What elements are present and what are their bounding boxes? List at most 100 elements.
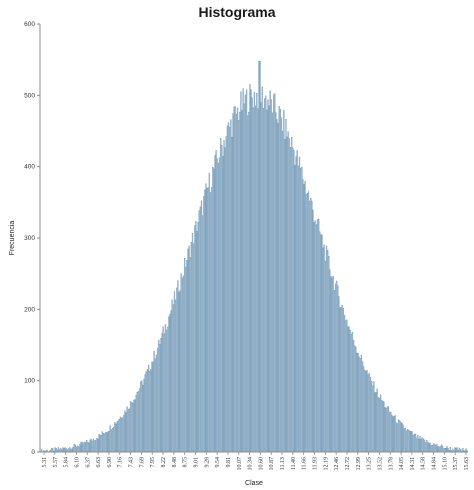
histogram-bar [202, 215, 204, 453]
histogram-bar [187, 248, 189, 453]
histogram-bar [268, 105, 270, 453]
histogram-bar [304, 181, 306, 453]
histogram-bar [87, 441, 89, 453]
histogram-bar [289, 147, 292, 453]
histogram-bar [441, 445, 444, 453]
histogram-bar [331, 277, 333, 453]
histogram-bar [98, 434, 100, 453]
histogram-bar [354, 345, 356, 453]
histogram-bar [410, 431, 412, 453]
histogram-bar [86, 440, 88, 453]
histogram-bar [221, 145, 223, 453]
histogram-bar [336, 280, 338, 453]
histogram-bar [123, 414, 125, 453]
histogram-bar [284, 139, 286, 453]
histogram-bar [132, 403, 134, 453]
histogram-bar [129, 401, 132, 453]
histogram-bar [270, 99, 272, 453]
histogram-bar [309, 200, 311, 453]
histogram-bar [405, 430, 408, 453]
histogram-bar [197, 221, 199, 453]
histogram-bar [387, 406, 390, 453]
histogram-bar [438, 446, 440, 453]
histogram-bar [437, 446, 439, 453]
histogram-bar [443, 448, 445, 453]
x-tick-label: 5.31 [42, 457, 48, 468]
histogram-bar [127, 409, 129, 453]
histogram-bar [385, 407, 387, 453]
histogram-bar [302, 179, 304, 453]
histogram-bar [72, 446, 74, 453]
histogram-bar [390, 411, 392, 453]
x-tick-label: 10.87 [269, 457, 275, 471]
histogram-bar [358, 356, 360, 453]
histogram-bar [212, 167, 214, 453]
histogram-bar [400, 422, 402, 453]
histogram-bar [209, 192, 212, 453]
histogram-bar [230, 119, 232, 453]
histogram-bar [211, 187, 213, 453]
x-tick-label: 13.78 [388, 457, 394, 471]
histogram-bar [124, 410, 126, 453]
histogram-bar [55, 448, 57, 453]
histogram-bar [84, 442, 87, 453]
histogram-bar [108, 430, 110, 453]
histogram-bar [117, 420, 119, 453]
histogram-bar [111, 427, 114, 453]
histogram-bar [227, 122, 230, 453]
histogram-bar [208, 172, 211, 453]
histogram-bar [92, 439, 94, 453]
histogram-bar [325, 245, 328, 453]
histogram-bar [96, 438, 98, 453]
histogram-bar [189, 257, 191, 453]
histogram-bar [63, 448, 65, 453]
histogram-bar [373, 381, 375, 453]
histogram-bar [356, 352, 358, 453]
histogram-bar [146, 369, 149, 453]
histogram-bar [128, 408, 131, 453]
histogram-bar [391, 414, 393, 453]
histogram-bar [190, 242, 192, 453]
x-tick-label: 8.48 [172, 457, 178, 468]
histogram-bar [143, 378, 145, 453]
histogram-bar [316, 219, 319, 453]
x-tick-label: 14.05 [399, 457, 405, 471]
x-tick-label: 14.31 [410, 457, 416, 471]
histogram-bar [196, 231, 198, 453]
histogram-bar [249, 84, 251, 453]
histogram-bar [278, 106, 280, 453]
histogram-bar [286, 136, 288, 453]
histogram-bar [60, 448, 62, 453]
histogram-bar [69, 447, 71, 453]
x-tick-label: 7.95 [150, 457, 156, 468]
histogram-bar [301, 166, 303, 453]
histogram-bar [88, 442, 90, 453]
histogram-bar [456, 447, 458, 453]
histogram-bar [178, 291, 180, 453]
x-tick-label: 15.37 [453, 457, 459, 471]
x-tick-label: 11.13 [280, 457, 286, 470]
histogram-bar [290, 137, 293, 453]
histogram-bar [418, 438, 420, 453]
histogram-bar [120, 417, 123, 453]
histogram-bar [67, 448, 70, 453]
histogram-bar [71, 448, 73, 453]
histogram-bar [383, 401, 385, 453]
histogram-bar [310, 197, 312, 453]
histogram-bar [347, 326, 349, 453]
histogram-bar [300, 168, 302, 453]
x-tick-label: 7.43 [129, 457, 135, 468]
histogram-bar [199, 206, 201, 453]
histogram-bar [412, 435, 414, 453]
x-axis-title: Clase [245, 480, 263, 487]
histogram-bar [402, 424, 404, 453]
histogram-bar [118, 419, 120, 453]
x-tick-label: 11.40 [291, 457, 297, 470]
histogram-bar [430, 445, 432, 453]
histogram-bar [243, 103, 245, 453]
histogram-bar [277, 122, 279, 453]
histogram-bar [367, 374, 369, 453]
histogram-bar [421, 437, 423, 453]
histogram-bar [379, 394, 382, 453]
